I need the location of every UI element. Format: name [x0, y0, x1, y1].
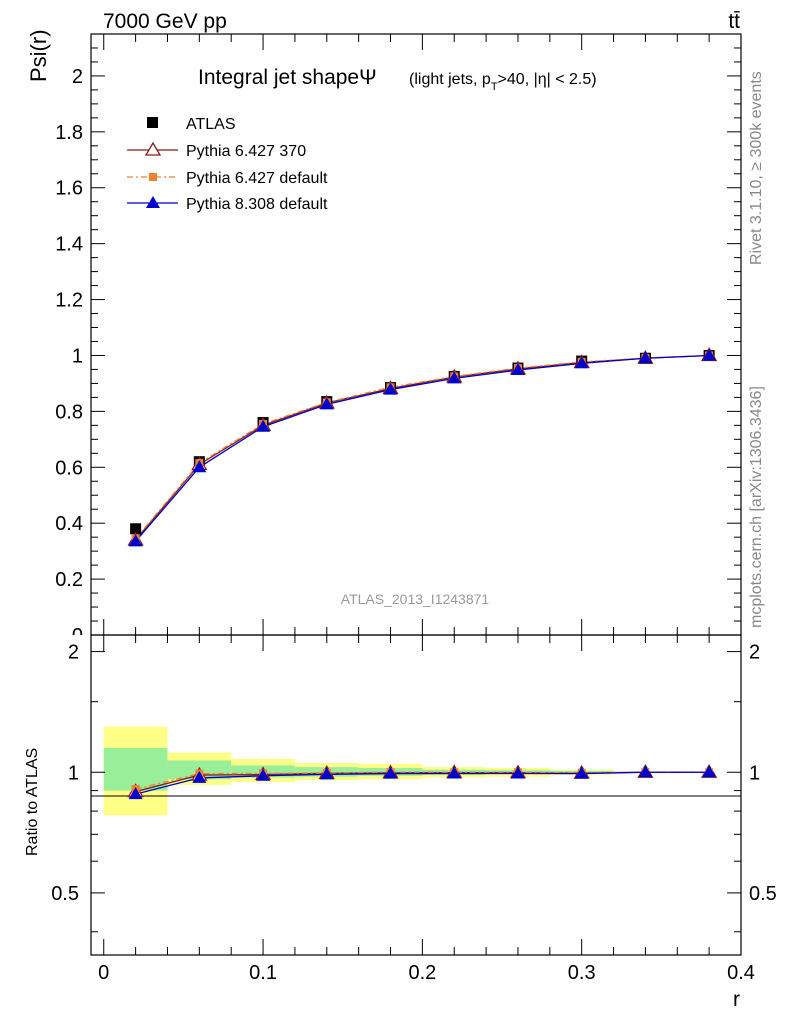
main-y-tick-label: 1.6	[55, 178, 83, 200]
main-point-atlas	[130, 523, 142, 535]
svg-text:(light jets, pT>40, |η| < 2.5): (light jets, pT>40, |η| < 2.5)	[409, 71, 597, 93]
ratio-axis-ticks: 0.5 0.5 1 1 2 2 0 0.1 0.2 0.3 0.4	[51, 634, 777, 984]
ratio-point-pythia8-default	[510, 766, 525, 779]
ratio-point-pythia8-default	[383, 766, 398, 779]
main-y-tick-label: 1.2	[55, 290, 83, 312]
main-line-pythia6-default	[135, 354, 710, 539]
main-y-tick-label: 0.2	[55, 569, 83, 591]
main-y-tick-label: 1.4	[55, 234, 83, 256]
ratio-point-pythia8-default	[256, 768, 271, 781]
x-tick-label: 0.3	[568, 962, 596, 984]
main-panel: 0.20.40.60.811.21.41.61.820 Psi(r) Integ…	[26, 29, 742, 647]
ratio-point-pythia8-default	[702, 765, 717, 778]
legend-label-atlas: ATLAS	[186, 116, 236, 133]
main-y-tick-label: 1.8	[55, 122, 83, 144]
legend-entry-pythia6-default: Pythia 6.427 default	[127, 170, 328, 187]
legend: ATLAS Pythia 6.427 370 Pythia 6.427 defa…	[127, 116, 328, 213]
main-point-pythia8-default	[638, 351, 653, 364]
ratio-y-tick-label-right: 2	[749, 642, 760, 664]
mcplots-label: mcplots.cern.ch [arXiv:1306.3436]	[748, 386, 765, 628]
main-point-pythia8-default	[574, 356, 589, 369]
main-y-tick-label: 1	[72, 345, 83, 367]
legend-label-pythia6-default: Pythia 6.427 default	[186, 170, 328, 187]
ratio-point-pythia8-default	[447, 766, 462, 779]
ratio-y-axis-label: Ratio to ATLAS	[24, 748, 41, 856]
ratio-y-tick-label: 1	[68, 762, 79, 784]
main-point-pythia8-default	[702, 348, 717, 361]
title-symbol: Ψ	[359, 66, 377, 89]
main-point-pythia8-default	[383, 382, 398, 395]
main-y-tick-label: 0.6	[55, 457, 83, 479]
legend-entry-pythia8-default: Pythia 8.308 default	[127, 196, 328, 213]
legend-entry-pythia6-370: Pythia 6.427 370	[127, 141, 306, 160]
main-axis-ticks: 0.20.40.60.811.21.41.61.820	[55, 34, 742, 647]
main-point-pythia8-default	[192, 460, 207, 473]
main-y-tick-label: 2	[72, 66, 83, 88]
legend-marker-pythia6-default	[149, 173, 157, 181]
legend-marker-pythia8-default	[146, 196, 160, 208]
x-tick-label: 0	[98, 962, 109, 984]
legend-label-pythia6-370: Pythia 6.427 370	[186, 143, 306, 160]
process-label: tt̄	[728, 10, 740, 33]
main-point-pythia8-default	[319, 397, 334, 410]
main-y-axis-label: Psi(r)	[26, 29, 51, 82]
main-y-tick-label: 0.8	[55, 401, 83, 423]
main-point-pythia8-default	[510, 363, 525, 376]
ratio-point-pythia8-default	[574, 766, 589, 779]
title-cuts-sub: T	[491, 81, 498, 93]
ratio-frame	[90, 634, 742, 956]
ratio-panel: 0.5 0.5 1 1 2 2 0 0.1 0.2 0.3 0.4 Ratio to ATLAS r	[24, 634, 777, 1011]
rivet-label: Rivet 3.1.10, ≥ 300k events	[748, 71, 765, 265]
main-point-pythia8-default	[128, 534, 143, 547]
energy-label: 7000 GeV pp	[103, 10, 227, 33]
main-point-pythia8-default	[256, 419, 271, 432]
legend-marker-atlas	[147, 117, 158, 128]
ratio-point-pythia8-default	[192, 770, 207, 783]
ratio-point-pythia8-default	[638, 765, 653, 778]
x-tick-label: 0.1	[249, 962, 277, 984]
ratio-point-pythia8-default	[128, 787, 143, 800]
ratio-y-tick-label: 2	[68, 642, 79, 664]
svg-text:Integral jet shapeΨ: Integral jet shapeΨ	[198, 66, 377, 89]
ratio-point-pythia8-default	[319, 767, 334, 780]
x-tick-label: 0.4	[727, 962, 755, 984]
title-cuts-rest: >40, |η| < 2.5)	[498, 71, 597, 88]
x-axis-label: r	[733, 988, 740, 1011]
main-line-pythia6-370	[135, 354, 710, 541]
ratio-y-tick-label: 0.5	[51, 883, 79, 905]
legend-entry-atlas: ATLAS	[147, 116, 236, 133]
legend-marker-pythia6-370	[144, 141, 162, 156]
main-line-pythia8-default	[135, 354, 710, 542]
main-series	[127, 347, 718, 547]
title-cuts: (light jets, p	[409, 71, 491, 88]
x-tick-label: 0.2	[408, 962, 436, 984]
zero-label-mask	[60, 635, 90, 645]
analysis-watermark: ATLAS_2013_I1243871	[341, 591, 490, 607]
ratio-y-tick-label-right: 0.5	[749, 883, 777, 905]
main-point-pythia8-default	[447, 371, 462, 384]
legend-label-pythia8-default: Pythia 8.308 default	[186, 196, 328, 213]
title-main: Integral jet shape	[198, 66, 359, 89]
ratio-line-pythia8-default	[135, 771, 710, 795]
ratio-series	[127, 763, 718, 800]
ratio-y-tick-label-right: 1	[749, 762, 760, 784]
main-title: Integral jet shapeΨ (light jets, pT>40, …	[198, 66, 597, 93]
main-y-tick-label: 0.4	[55, 513, 83, 535]
